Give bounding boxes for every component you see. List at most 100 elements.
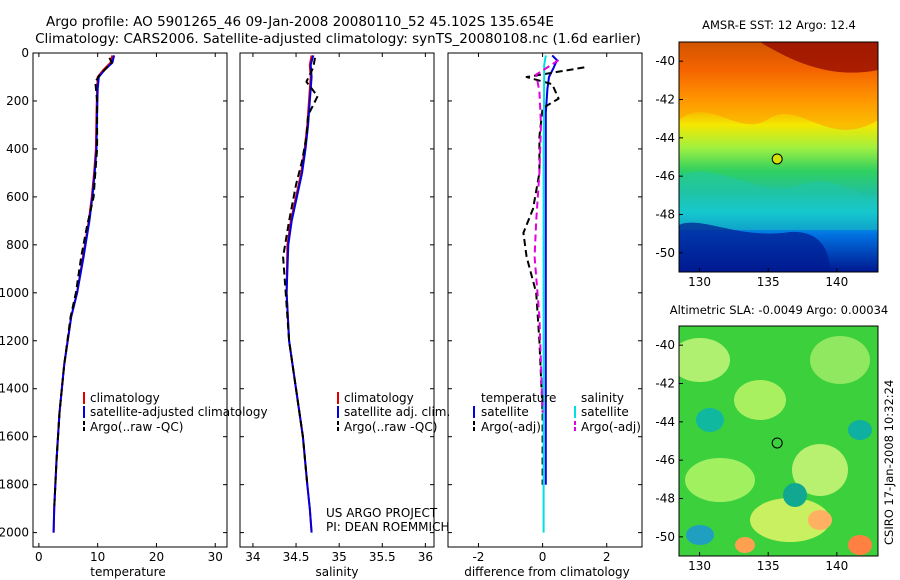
y-tick-label: 1400 (0, 382, 29, 396)
timestamp: CSIRO 17-Jan-2008 10:32:24 (882, 380, 896, 545)
map-y-tick-label: -46 (655, 169, 675, 183)
x-tick-label: 10 (90, 550, 105, 564)
x-tick-label: -2 (472, 550, 484, 564)
map-x-tick-label: 140 (825, 559, 848, 573)
y-tick-label: 1800 (0, 478, 29, 492)
sla-map-axes: 130 135 140 -40 -42 -44 -46 -48 -50 (655, 338, 848, 573)
sst-green-band (679, 171, 878, 230)
difference-xlabel: difference from climatology (464, 565, 630, 579)
sla-blob (679, 338, 730, 382)
salinity-legend: climatology satellite adj. clim. Argo(..… (337, 391, 450, 434)
y-tick-label: 400 (6, 142, 29, 156)
temperature-panel: 0 10 20 30 0 200 400 600 800 1000 1200 1400 1600 1800… (0, 46, 228, 564)
sla-map (679, 326, 878, 556)
temperature-legend: climatology satellite-adjusted climatolo… (83, 391, 268, 434)
argo-position-marker (771, 153, 783, 165)
x-tick-label: 35.5 (369, 550, 396, 564)
sst-cold-patch (679, 222, 830, 272)
legend-label-satellite: satellite adj. clim. (344, 405, 450, 419)
sla-blob (685, 458, 755, 502)
sla-blob (750, 498, 830, 542)
series-line (52, 55, 114, 533)
legend-label-sal-argo: Argo(-adj) (581, 420, 641, 434)
difference-legend: temperature satellite Argo(-adj) salinit… (473, 391, 641, 434)
sla-blob (792, 444, 848, 496)
sla-blob (808, 510, 832, 530)
map-y-tick-label: -42 (655, 377, 675, 391)
map-y-tick-label: -40 (655, 338, 675, 352)
legend-label-argo: Argo(..raw -QC) (90, 420, 183, 434)
argo-position-marker (771, 437, 783, 449)
sla-map-title: Altimetric SLA: -0.0049 Argo: 0.00034 (670, 303, 888, 317)
axes-frame (239, 52, 435, 548)
x-tick-label: 0 (539, 550, 547, 564)
map-x-tick-label: 135 (757, 275, 780, 289)
sst-map-frame (678, 41, 879, 273)
sla-blob (783, 483, 807, 507)
figure-title-line1: Argo profile: AO 5901265_46 09-Jan-2008 … (46, 14, 554, 30)
map-x-tick-label: 135 (757, 559, 780, 573)
legend-label-argo: Argo(..raw -QC) (344, 420, 437, 434)
series-line (522, 66, 585, 485)
figure-title-line2: Climatology: CARS2006. Satellite-adjuste… (35, 31, 641, 47)
sst-map (679, 42, 878, 272)
difference-panel: -2 0 2 (447, 52, 643, 564)
series-line (53, 57, 113, 509)
sla-blob (848, 535, 872, 555)
legend-header-temperature: temperature (481, 391, 556, 405)
sla-map-frame (678, 325, 879, 557)
sla-blob (734, 380, 786, 420)
sla-blob (686, 525, 714, 545)
sla-blob (735, 537, 755, 553)
x-tick-label: 20 (149, 550, 164, 564)
map-y-tick-label: -48 (655, 492, 675, 506)
map-x-tick-label: 130 (688, 275, 711, 289)
x-tick-label: 30 (208, 550, 223, 564)
y-tick-label: 1200 (0, 334, 29, 348)
project-credit: US ARGO PROJECT (326, 506, 438, 520)
legend-label-climatology: climatology (90, 391, 160, 405)
map-y-tick-label: -44 (655, 131, 675, 145)
salinity-panel: 34 34.5 35 35.5 36 (239, 52, 435, 564)
series-line (282, 57, 319, 485)
x-tick-label: 34.5 (283, 550, 310, 564)
series-line (285, 55, 315, 533)
map-y-tick-label: -50 (655, 530, 675, 544)
temperature-xlabel: temperature (90, 565, 165, 579)
axes-frame (447, 52, 643, 548)
y-tick-label: 800 (6, 238, 29, 252)
y-tick-label: 0 (21, 46, 29, 60)
x-tick-label: 2 (603, 550, 611, 564)
salinity-xlabel: salinity (315, 565, 358, 579)
legend-label-satellite: satellite-adjusted climatology (90, 405, 268, 419)
legend-label-climatology: climatology (344, 391, 414, 405)
map-y-tick-label: -42 (655, 93, 675, 107)
map-y-tick-label: -46 (655, 453, 675, 467)
series-line (544, 54, 558, 485)
series-line (542, 55, 547, 533)
pi-credit: PI: DEAN ROEMMICH (326, 520, 449, 534)
map-x-tick-label: 130 (688, 559, 711, 573)
map-y-tick-label: -50 (655, 246, 675, 260)
sla-blob (696, 408, 724, 432)
map-y-tick-label: -48 (655, 208, 675, 222)
y-tick-label: 200 (6, 94, 29, 108)
map-x-tick-label: 140 (825, 275, 848, 289)
y-tick-label: 1000 (0, 286, 29, 300)
sla-blob (810, 336, 870, 384)
sst-hot-patch (760, 42, 878, 73)
series-line (52, 55, 116, 533)
x-tick-label: 0 (35, 550, 43, 564)
x-tick-label: 35 (332, 550, 347, 564)
y-tick-label: 600 (6, 190, 29, 204)
y-tick-label: 1600 (0, 430, 29, 444)
legend-label-sal-satellite: satellite (581, 405, 629, 419)
y-tick-label: 2000 (0, 526, 29, 540)
sla-blob (848, 420, 872, 440)
x-tick-label: 36 (418, 550, 433, 564)
legend-label-temp-argo: Argo(-adj) (481, 420, 541, 434)
axes-frame (32, 52, 228, 548)
map-y-tick-label: -44 (655, 415, 675, 429)
legend-label-temp-satellite: satellite (481, 405, 529, 419)
